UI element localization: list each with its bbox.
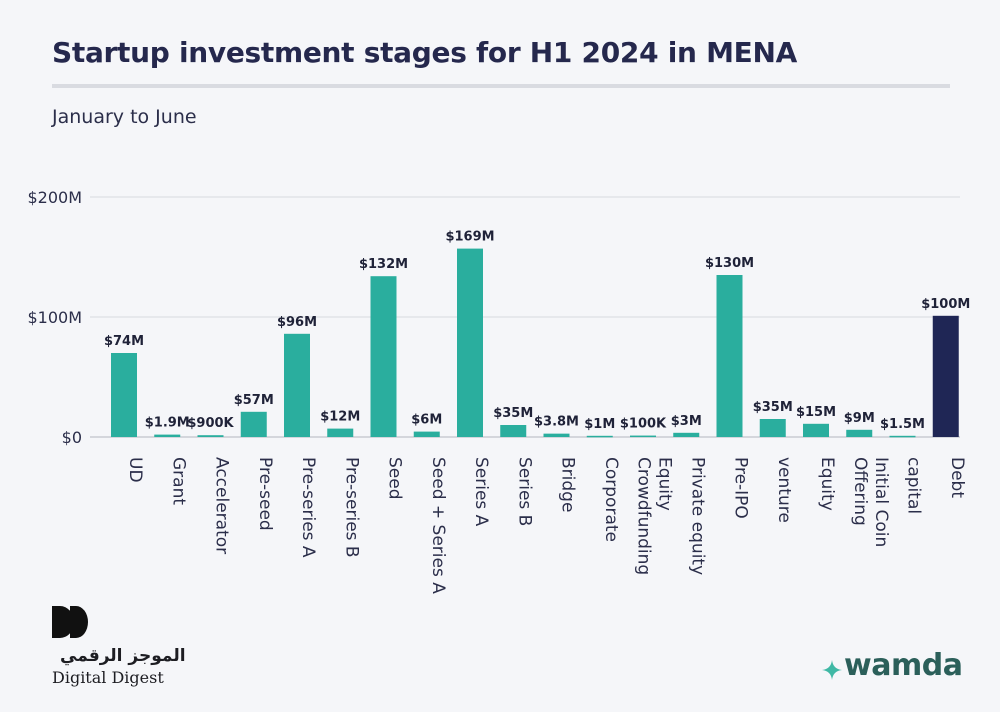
y-tick-label: $100M (27, 308, 82, 327)
x-tick-label: Private equity (687, 457, 707, 575)
bar-13 (673, 432, 700, 437)
x-tick-label: Pre-series B (341, 457, 361, 558)
bar-9 (500, 425, 527, 437)
digital-digest-logo (50, 604, 180, 694)
data-label: $900K (187, 416, 234, 431)
x-tick-label: capital (904, 457, 924, 514)
x-tick-label: UD (125, 457, 145, 483)
bar-5 (327, 428, 354, 437)
bar-16 (803, 423, 829, 437)
digital-digest-arabic: الموجز الرقمي (60, 646, 186, 666)
wamda-logo: wamda (822, 648, 963, 688)
data-label: $15M (796, 405, 836, 420)
x-tick-label: Seed (385, 457, 405, 500)
data-label: $96M (277, 315, 317, 330)
data-label: $6M (411, 413, 442, 428)
y-tick-label: $0 (62, 428, 82, 447)
x-tick-label: Pre-IPO (731, 457, 751, 519)
x-tick-label: Pre-seed (255, 457, 275, 531)
digital-digest-english: Digital Digest (52, 668, 164, 687)
y-tick-label: $200M (27, 188, 82, 207)
wamda-wordmark: wamda (844, 648, 963, 683)
bar-18 (889, 435, 916, 438)
x-tick-label: Seed + Series A (428, 457, 448, 594)
data-label: $130M (705, 256, 754, 271)
bar-17 (846, 429, 873, 437)
data-label: $1M (584, 417, 615, 432)
bar-6 (370, 276, 397, 437)
bar-3 (240, 411, 267, 437)
bar-11 (586, 435, 613, 438)
bar-2 (197, 435, 224, 437)
x-tick-label: Corporate (601, 457, 621, 542)
x-tick-label: Series B (514, 457, 534, 526)
x-tick-label: Pre-series A (298, 457, 318, 558)
x-tick-label: Crowdfunding (634, 457, 654, 575)
bar-4 (284, 333, 310, 437)
data-label: $1.9M (145, 416, 190, 431)
data-label: $35M (493, 406, 533, 421)
x-tick-label: Accelerator (212, 457, 232, 554)
digital-digest-icon (52, 606, 88, 638)
data-label: $1.5M (880, 417, 925, 432)
x-tick-label: Initial Coin (871, 457, 891, 547)
data-label: $9M (844, 411, 875, 426)
bar-8 (457, 248, 483, 437)
x-tick-label: Grant (168, 457, 188, 505)
data-label: $35M (753, 400, 793, 415)
bar-12 (630, 435, 656, 438)
data-label: $3.8M (534, 415, 579, 430)
bar-7 (413, 431, 440, 437)
x-tick-label: Equity (655, 457, 675, 511)
chart-title: Startup investment stages for H1 2024 in… (52, 36, 798, 69)
data-label: $100M (921, 297, 970, 312)
x-tick-label: venture (774, 457, 794, 523)
data-label: $132M (359, 257, 408, 272)
sparkle-icon (822, 660, 842, 680)
title-divider (52, 84, 950, 88)
data-label: $57M (234, 393, 274, 408)
data-label: $100K (620, 417, 667, 432)
x-tick-label: Offering (850, 457, 870, 526)
data-label: $12M (320, 410, 360, 425)
bar-0 (111, 353, 137, 437)
bar-10 (543, 433, 570, 437)
x-tick-label: Bridge (558, 457, 578, 512)
x-tick-label: Series A (471, 457, 491, 527)
bar-1 (154, 434, 181, 437)
chart-subtitle: January to June (52, 106, 197, 128)
bar-14 (716, 275, 743, 437)
x-tick-label: Debt (947, 457, 967, 498)
x-tick-label: Equity (817, 457, 837, 511)
bar-19 (932, 315, 959, 437)
data-label: $74M (104, 334, 144, 349)
bar-15 (759, 419, 786, 437)
data-label: $169M (445, 230, 494, 245)
data-label: $3M (671, 414, 702, 429)
